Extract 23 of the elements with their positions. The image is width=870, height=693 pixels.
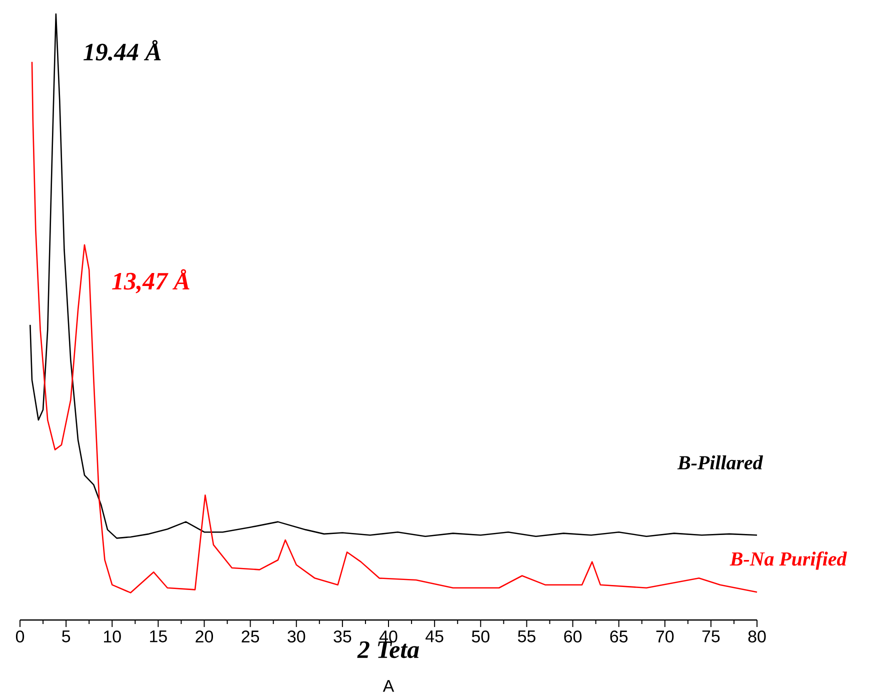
- x-tick-label: 60: [564, 630, 582, 643]
- x-tick-label: 65: [610, 630, 628, 643]
- x-tick-label: 70: [656, 630, 674, 643]
- annotation: 13,47 Å: [112, 269, 190, 294]
- series-label: B-Na Purified: [730, 551, 847, 570]
- x-tick-label: 55: [518, 630, 536, 642]
- x-tick-label: 80: [748, 630, 766, 643]
- text: A: [382, 680, 394, 692]
- x-tick-label: 35: [334, 630, 352, 643]
- x-tick-label: 5: [62, 630, 70, 642]
- x-tick-label: 50: [472, 630, 490, 643]
- x-tick-label: 45: [426, 630, 444, 642]
- x-tick-label: 30: [288, 630, 306, 643]
- text: B-Pillared: [677, 455, 764, 470]
- x-tick-label: 25: [242, 630, 260, 643]
- x-tick-label: 40: [379, 630, 398, 643]
- x-tick-label: 10: [104, 630, 121, 643]
- x-axis-title: 2 Teta: [357, 641, 419, 658]
- x-tick-label: 75: [702, 630, 720, 642]
- annotation: 19.44 Å: [84, 40, 161, 61]
- x-tick-label: 0: [16, 630, 24, 643]
- x-tick-label: 20: [196, 630, 214, 643]
- x-tick-label: 15: [150, 630, 167, 642]
